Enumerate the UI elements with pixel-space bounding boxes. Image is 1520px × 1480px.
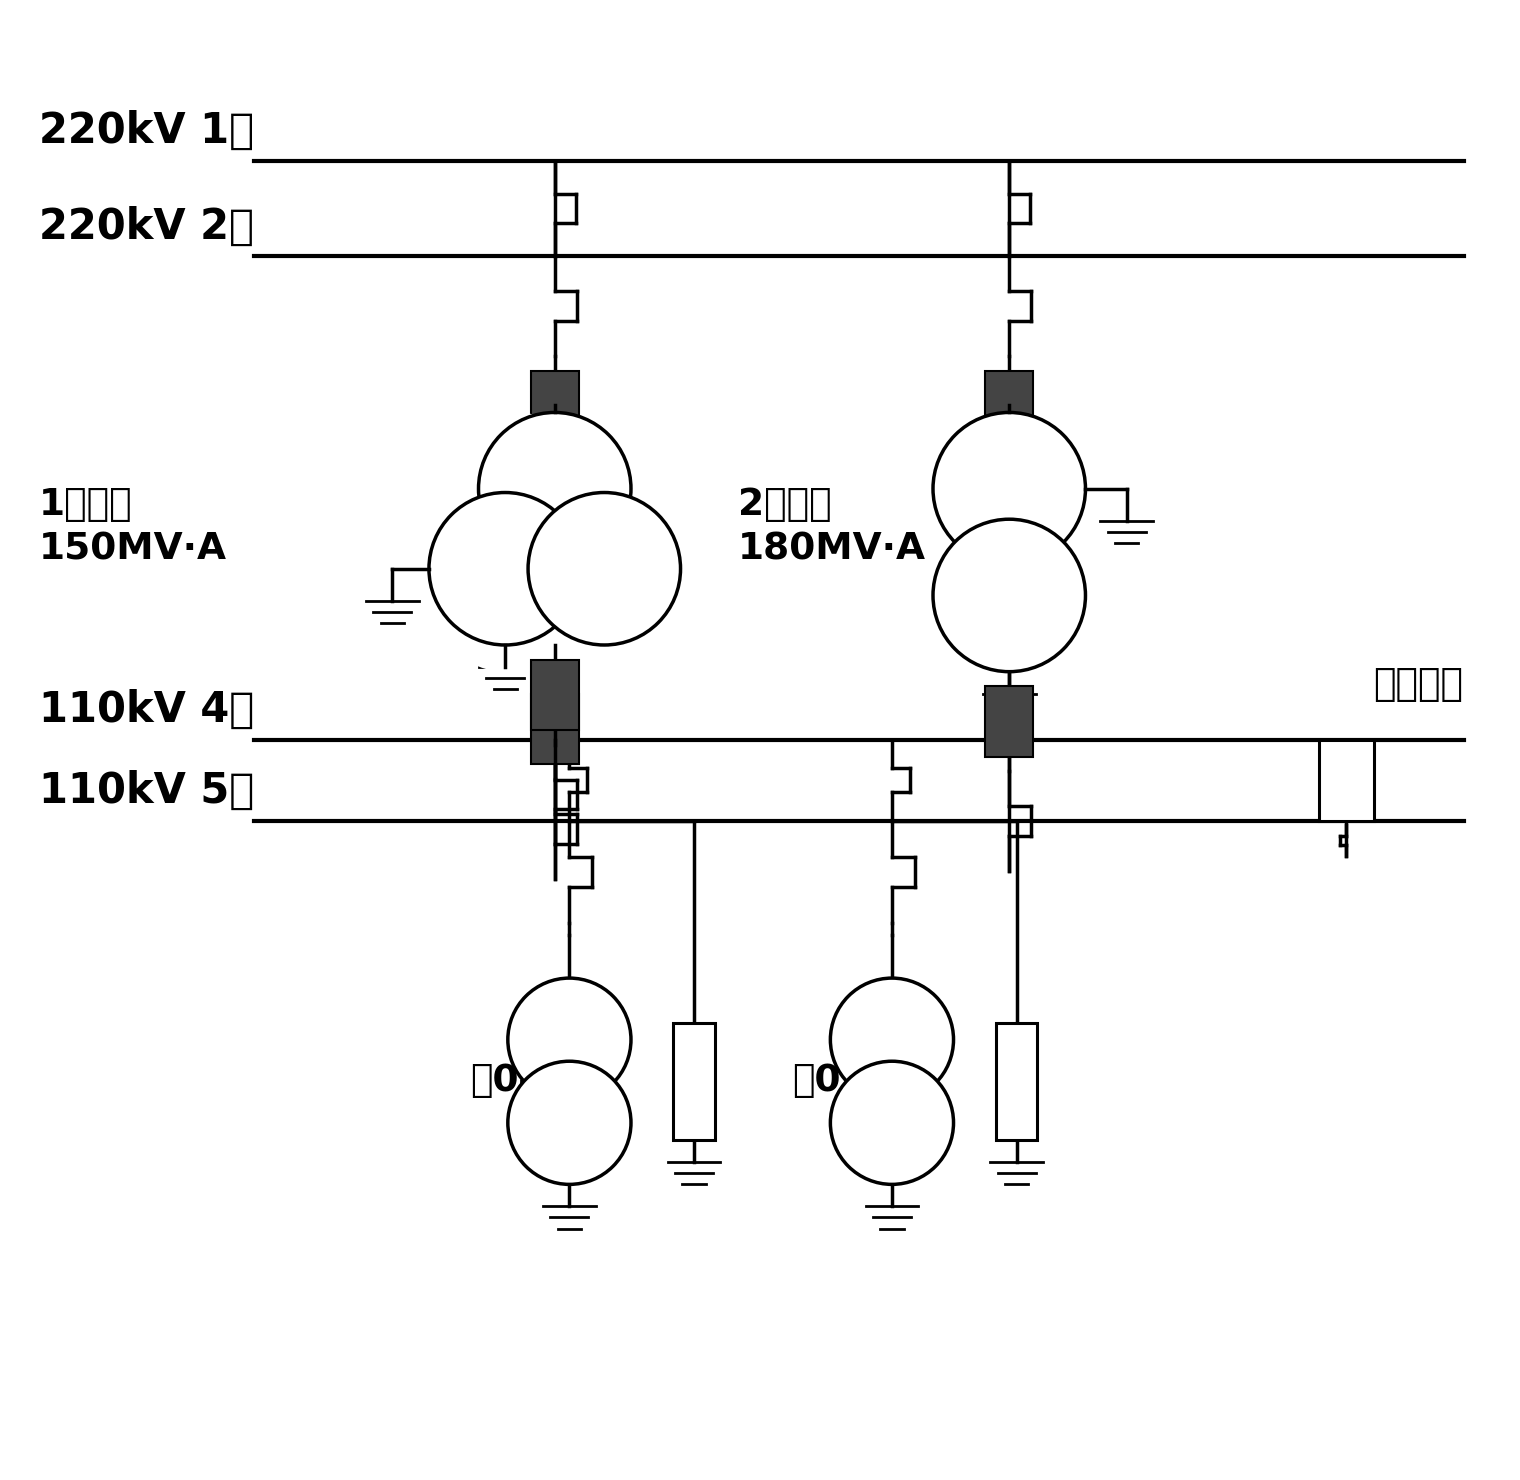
Circle shape bbox=[508, 978, 631, 1101]
Circle shape bbox=[429, 493, 582, 645]
Bar bbox=[530, 694, 579, 764]
Text: 2号主变
180MV·A: 2号主变 180MV·A bbox=[739, 487, 926, 568]
Text: 互04: 互04 bbox=[470, 1063, 544, 1100]
Circle shape bbox=[532, 466, 684, 619]
Circle shape bbox=[524, 459, 692, 626]
Circle shape bbox=[830, 1061, 953, 1184]
Text: 1号主变
150MV·A: 1号主变 150MV·A bbox=[38, 487, 226, 568]
Text: 110kV 4号: 110kV 4号 bbox=[38, 690, 254, 731]
Bar bbox=[985, 687, 1034, 756]
Bar bbox=[996, 1023, 1037, 1140]
Circle shape bbox=[508, 1061, 631, 1184]
Text: 110kV 5号: 110kV 5号 bbox=[38, 770, 254, 813]
Circle shape bbox=[435, 422, 587, 574]
Circle shape bbox=[830, 978, 953, 1101]
Text: 220kV 2号: 220kV 2号 bbox=[38, 206, 254, 247]
Circle shape bbox=[527, 493, 681, 645]
Circle shape bbox=[427, 414, 594, 582]
Bar bbox=[530, 370, 579, 441]
Circle shape bbox=[479, 413, 631, 565]
Bar bbox=[1318, 740, 1374, 820]
Text: 互05: 互05 bbox=[792, 1063, 866, 1100]
Bar bbox=[985, 370, 1034, 441]
Circle shape bbox=[435, 511, 587, 663]
Bar bbox=[673, 1023, 714, 1140]
Bar bbox=[530, 660, 579, 730]
Text: 220kV 1号: 220kV 1号 bbox=[38, 110, 254, 152]
Circle shape bbox=[933, 519, 1085, 672]
Circle shape bbox=[427, 503, 594, 670]
Text: 并列运行: 并列运行 bbox=[1373, 667, 1462, 703]
Circle shape bbox=[933, 413, 1085, 565]
